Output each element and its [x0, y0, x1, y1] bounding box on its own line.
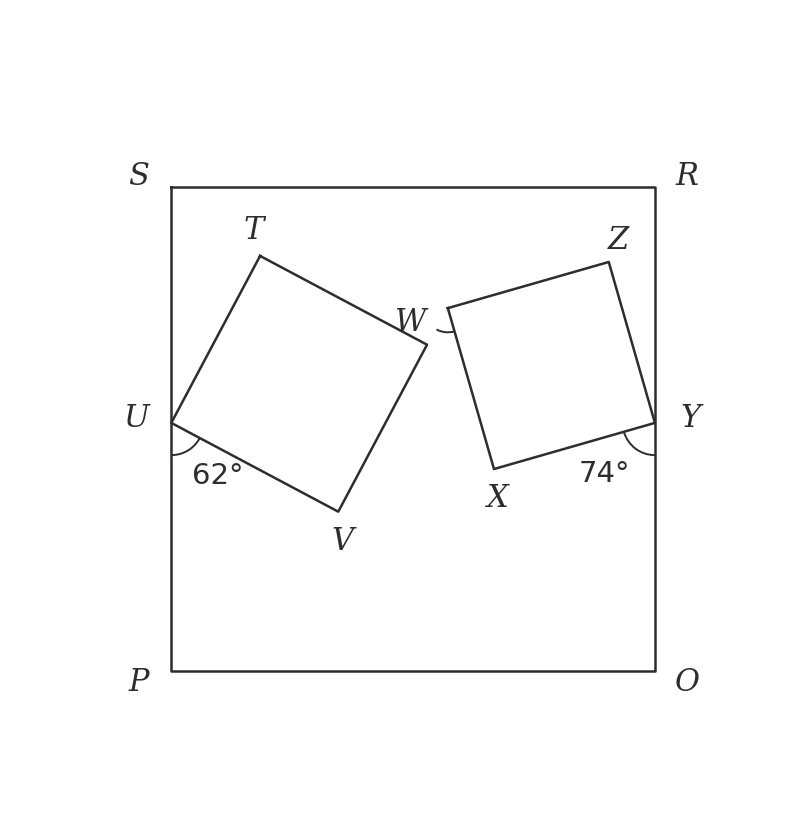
Text: 62°: 62°	[192, 462, 243, 490]
Text: P: P	[129, 667, 150, 698]
Text: Z: Z	[608, 224, 630, 256]
Text: 74°: 74°	[578, 459, 630, 488]
Text: U: U	[122, 404, 149, 434]
Text: V: V	[331, 526, 354, 557]
Text: Y: Y	[681, 404, 701, 434]
Text: X: X	[487, 483, 509, 514]
Text: T: T	[244, 215, 264, 246]
Text: W: W	[395, 307, 427, 338]
Text: R: R	[676, 161, 698, 192]
Text: S: S	[129, 161, 150, 192]
Text: O: O	[674, 667, 700, 698]
